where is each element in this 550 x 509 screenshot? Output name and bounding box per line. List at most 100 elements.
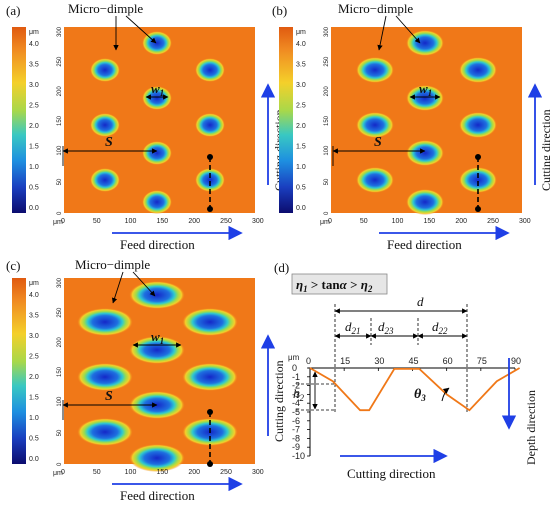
micro-dimple xyxy=(356,112,394,138)
map-unit-a: μm xyxy=(53,219,63,226)
micro-dimple xyxy=(90,168,120,192)
map-y-tick-b: 250 xyxy=(324,56,330,67)
panel-b-label: (b) xyxy=(272,3,287,18)
micro-dimple xyxy=(142,141,172,165)
dim-d-label: d xyxy=(417,294,424,309)
micro-dimple xyxy=(356,57,394,83)
map-y-tick-b: 150 xyxy=(324,115,330,126)
dimple-pointer-b xyxy=(395,15,421,44)
x-unit-label: μm xyxy=(288,353,300,362)
x-tick-label: 90 xyxy=(511,356,521,366)
micro-dimple xyxy=(142,190,172,214)
colorbar-unit-b: μm xyxy=(296,29,306,36)
map-x-tick-c: 200 xyxy=(188,469,200,476)
colorbar-tick-b: 3.0 xyxy=(296,82,306,89)
micro-dimple xyxy=(356,167,394,193)
cutting-direction-label-c: Cutting direction xyxy=(272,360,286,442)
y-tick-label: -3 xyxy=(292,389,300,399)
map-x-tick-c: 0 xyxy=(61,469,65,476)
map-y-tick-b: 100 xyxy=(324,145,330,156)
map-x-tick-a: 50 xyxy=(93,218,101,225)
period-dot-b xyxy=(475,154,481,160)
map-y-tick-c: 0 xyxy=(57,462,63,466)
feed-direction-label-a: Feed direction xyxy=(120,237,195,252)
x-tick-label: 30 xyxy=(374,356,384,366)
map-y-tick-b: 0 xyxy=(324,211,330,215)
micro-dimple xyxy=(77,418,133,446)
colorbar-tick-a: 2.5 xyxy=(29,103,39,110)
y-tick-label: -6 xyxy=(292,416,300,426)
micro-dimple xyxy=(182,308,238,336)
map-x-tick-b: 150 xyxy=(424,218,436,225)
map-x-tick-b: 100 xyxy=(392,218,404,225)
map-x-tick-a: 250 xyxy=(220,218,232,225)
depth-direction-label: Depth direction xyxy=(524,390,538,465)
colorbar-tick-a: 2.0 xyxy=(29,123,39,130)
chart-series xyxy=(309,367,521,412)
micro-dimple xyxy=(459,112,497,138)
period-dot-b xyxy=(475,206,481,212)
theta-arc xyxy=(441,387,450,402)
s-label-b: S xyxy=(374,135,382,150)
colorbar-tick-b: 2.5 xyxy=(296,103,306,110)
feed-direction-label-b: Feed direction xyxy=(387,237,462,252)
map-x-tick-b: 0 xyxy=(328,218,332,225)
map-x-tick-b: 50 xyxy=(360,218,368,225)
y-tick-label: -1 xyxy=(292,372,300,382)
theta-label: θ3 xyxy=(414,387,426,403)
map-y-tick-a: 0 xyxy=(57,211,63,215)
map-x-tick-b: 300 xyxy=(519,218,531,225)
dimple-pointer-c xyxy=(111,271,124,304)
dim-d23-label: d23 xyxy=(378,319,394,336)
period-dot-a xyxy=(207,206,213,212)
colorbar-tick-c: 3.0 xyxy=(29,333,39,340)
map-x-tick-c: 250 xyxy=(220,469,232,476)
colorbar-a xyxy=(12,27,26,213)
micro-dimple xyxy=(129,281,185,309)
cutting-direction-label-b: Cutting direction xyxy=(539,109,550,191)
map-x-tick-a: 0 xyxy=(61,218,65,225)
colorbar-tick-c: 2.0 xyxy=(29,374,39,381)
colorbar-unit-c: μm xyxy=(29,280,39,287)
map-y-tick-c: 150 xyxy=(57,366,63,377)
map-x-tick-c: 150 xyxy=(157,469,169,476)
colorbar-tick-a: 1.0 xyxy=(29,164,39,171)
colorbar-unit-a: μm xyxy=(29,29,39,36)
x-tick-label: 60 xyxy=(443,356,453,366)
colorbar-b xyxy=(279,27,293,213)
map-x-tick-a: 200 xyxy=(188,218,200,225)
map-x-tick-a: 100 xyxy=(125,218,137,225)
dimple-label-a: Micro−dimple xyxy=(68,1,143,16)
colorbar-tick-a: 4.0 xyxy=(29,41,39,48)
micro-dimple xyxy=(195,113,225,137)
map-x-tick-c: 50 xyxy=(93,469,101,476)
micro-dimple xyxy=(406,140,444,166)
map-x-tick-a: 150 xyxy=(157,218,169,225)
y-tick-label: -5 xyxy=(292,407,300,417)
colorbar-tick-a: 3.0 xyxy=(29,82,39,89)
colorbar-tick-c: 0.0 xyxy=(29,456,39,463)
dimple-pointer-a xyxy=(125,15,157,44)
y-tick-label: 0 xyxy=(292,363,297,373)
w1-label-c: w1 xyxy=(151,329,164,346)
micro-dimple xyxy=(77,363,133,391)
s-label-c: S xyxy=(105,389,113,404)
map-unit-b: μm xyxy=(320,219,330,226)
panel-a-label: (a) xyxy=(6,3,20,18)
colorbar-tick-b: 0.5 xyxy=(296,185,306,192)
micro-dimple xyxy=(195,58,225,82)
dim-d22-label: d22 xyxy=(432,319,448,336)
map-y-tick-c: 50 xyxy=(57,429,63,436)
colorbar-tick-b: 2.0 xyxy=(296,123,306,130)
x-tick-label: 45 xyxy=(409,356,419,366)
micro-dimple xyxy=(459,57,497,83)
inequality-box xyxy=(291,273,388,295)
dimple-pointer-b xyxy=(377,15,387,51)
w1-label-a: w1 xyxy=(151,81,164,98)
y-tick-label: -4 xyxy=(292,398,300,408)
y-tick-label: -2 xyxy=(292,381,300,391)
map-x-tick-c: 100 xyxy=(125,469,137,476)
map-y-tick-c: 250 xyxy=(57,307,63,318)
chart-axes: 0 15 30 45 60 75 900-1-2-3-4-5-6-7-8-9-10 xyxy=(292,356,521,461)
colorbar-tick-c: 2.5 xyxy=(29,354,39,361)
